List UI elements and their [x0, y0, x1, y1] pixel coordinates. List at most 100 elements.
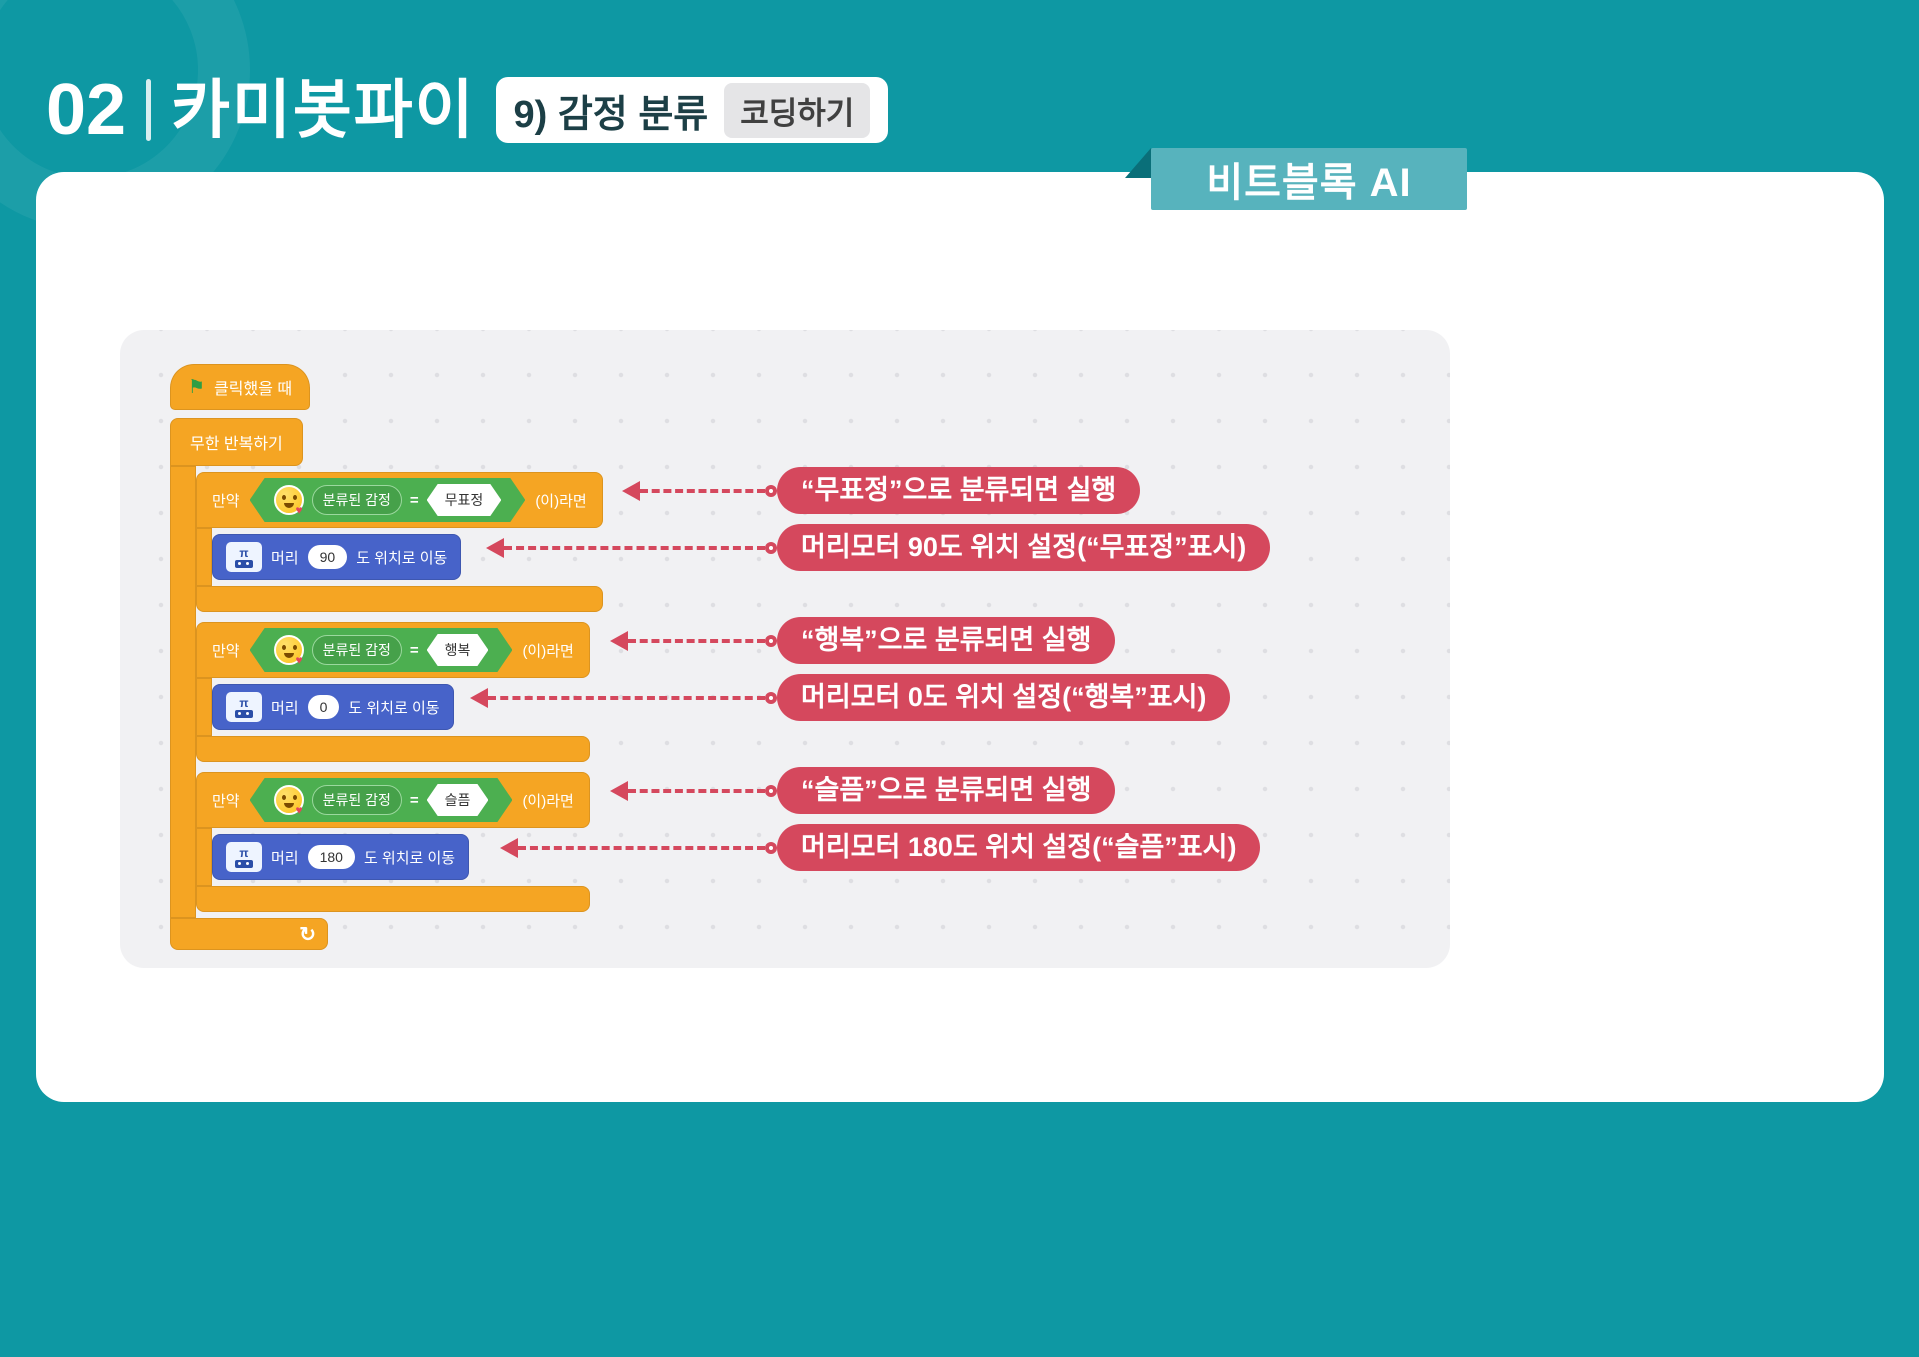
callout-label: “슬픔”으로 분류되면 실행	[777, 767, 1116, 815]
if-block-neutral[interactable]: 만약 분류된 감정 = 무표정 (이)라면	[196, 472, 603, 612]
equals-operator: =	[409, 641, 419, 659]
kamibot-motor-icon: π	[226, 842, 262, 872]
emotion-value-input[interactable]: 슬픔	[427, 784, 489, 816]
emotion-emoji-icon	[274, 785, 304, 815]
motor-angle-input[interactable]: 180	[307, 845, 355, 869]
classified-emotion-reporter[interactable]: 분류된 감정	[312, 485, 402, 515]
callout-label: 머리모터 180도 위치 설정(“슬픔”표시)	[777, 824, 1261, 872]
connector-dot-icon	[765, 541, 777, 554]
dashed-connector	[504, 545, 765, 550]
header-divider	[146, 79, 152, 141]
page-title: 카미봇파이	[171, 74, 476, 146]
equals-operator: =	[409, 491, 419, 509]
block-script: ⚑ 클릭했을 때 무한 반복하기 만약 분류된 감정	[170, 364, 603, 950]
head-motor-block[interactable]: π 머리 90 도 위치로 이동	[212, 534, 462, 580]
dashed-connector	[628, 788, 765, 793]
if-suffix: (이)라면	[522, 642, 574, 660]
arrow-left-icon	[622, 480, 640, 501]
callout-motor-sad: 머리모터 180도 위치 설정(“슬픔”표시)	[500, 824, 1261, 872]
if-head[interactable]: 만약 분류된 감정 = 슬픔 (이)라면	[196, 772, 590, 828]
arrow-left-icon	[486, 537, 504, 558]
if-head[interactable]: 만약 분류된 감정 = 행복 (이)라면	[196, 622, 590, 678]
if-suffix: (이)라면	[522, 792, 574, 810]
dashed-connector	[640, 488, 765, 493]
connector-dot-icon	[765, 484, 777, 497]
callout-label: “무표정”으로 분류되면 실행	[777, 467, 1141, 515]
condition-equals-block[interactable]: 분류된 감정 = 무표정	[250, 478, 526, 522]
emotion-value-input[interactable]: 무표정	[427, 484, 502, 516]
header: 02 카미봇파이 9) 감정 분류 코딩하기	[46, 70, 889, 150]
forever-spine	[170, 466, 196, 918]
lesson-badge: 코딩하기	[724, 82, 871, 138]
callout-label: 머리모터 90도 위치 설정(“무표정”표시)	[777, 524, 1271, 572]
forever-block[interactable]: 무한 반복하기 만약 분류된 감정 = 무	[170, 418, 603, 950]
callout-label: 머리모터 0도 위치 설정(“행복”표시)	[777, 674, 1231, 722]
hat-label: 클릭했을 때	[214, 381, 293, 398]
motor-angle-input[interactable]: 90	[307, 545, 348, 569]
classified-emotion-reporter[interactable]: 분류된 감정	[312, 635, 402, 665]
callout-label: “행복”으로 분류되면 실행	[777, 617, 1116, 665]
motor-label-pre: 머리	[271, 849, 299, 867]
if-spine	[196, 828, 212, 886]
chapter-number: 02	[46, 70, 127, 150]
callout-motor-neutral: 머리모터 90도 위치 설정(“무표정”표시)	[486, 524, 1271, 572]
forever-foot: ↻	[170, 918, 328, 950]
head-motor-block[interactable]: π 머리 0 도 위치로 이동	[212, 684, 454, 730]
kamibot-motor-icon: π	[226, 692, 262, 722]
callout-motor-happy: 머리모터 0도 위치 설정(“행복”표시)	[470, 674, 1231, 722]
motor-label-pre: 머리	[271, 549, 299, 567]
forever-label: 무한 반복하기	[170, 418, 303, 466]
motor-label-pre: 머리	[271, 699, 299, 717]
kamibot-motor-icon: π	[226, 542, 262, 572]
connector-dot-icon	[765, 634, 777, 647]
if-block-happy[interactable]: 만약 분류된 감정 = 행복 (이)라면	[196, 622, 590, 762]
emotion-value-input[interactable]: 행복	[427, 634, 489, 666]
callout-if-neutral: “무표정”으로 분류되면 실행	[622, 467, 1141, 515]
connector-dot-icon	[765, 841, 777, 854]
arrow-left-icon	[610, 780, 628, 801]
if-suffix: (이)라면	[535, 492, 587, 510]
loop-arrow-icon: ↻	[299, 923, 316, 946]
if-foot	[196, 886, 590, 912]
if-foot	[196, 586, 603, 612]
connector-dot-icon	[765, 691, 777, 704]
dashed-connector	[628, 638, 765, 643]
green-flag-icon: ⚑	[188, 376, 206, 398]
content-card: ⚑ 클릭했을 때 무한 반복하기 만약 분류된 감정	[36, 172, 1884, 1102]
head-motor-block[interactable]: π 머리 180 도 위치로 이동	[212, 834, 470, 880]
motor-label-post: 도 위치로 이동	[356, 549, 448, 567]
if-prefix: 만약	[212, 792, 240, 810]
dashed-connector	[518, 845, 765, 850]
emotion-emoji-icon	[274, 485, 304, 515]
condition-equals-block[interactable]: 분류된 감정 = 행복	[250, 628, 513, 672]
lesson-box: 9) 감정 분류 코딩하기	[495, 77, 889, 143]
if-head[interactable]: 만약 분류된 감정 = 무표정 (이)라면	[196, 472, 603, 528]
arrow-left-icon	[610, 630, 628, 651]
callout-if-sad: “슬픔”으로 분류되면 실행	[610, 767, 1116, 815]
emotion-emoji-icon	[274, 635, 304, 665]
classified-emotion-reporter[interactable]: 분류된 감정	[312, 785, 402, 815]
arrow-left-icon	[500, 837, 518, 858]
if-prefix: 만약	[212, 492, 240, 510]
motor-label-post: 도 위치로 이동	[348, 699, 440, 717]
arrow-left-icon	[470, 687, 488, 708]
lesson-title: 9) 감정 분류	[513, 93, 709, 136]
motor-label-post: 도 위치로 이동	[363, 849, 456, 867]
if-prefix: 만약	[212, 642, 240, 660]
corner-badge-label: 비트블록 AI	[1206, 161, 1412, 205]
connector-dot-icon	[765, 784, 777, 797]
block-workspace: ⚑ 클릭했을 때 무한 반복하기 만약 분류된 감정	[120, 330, 1450, 968]
when-flag-clicked-block[interactable]: ⚑ 클릭했을 때	[170, 364, 311, 410]
ribbon-fold	[1125, 148, 1151, 178]
if-foot	[196, 736, 590, 762]
dashed-connector	[488, 695, 765, 700]
if-spine	[196, 678, 212, 736]
equals-operator: =	[409, 791, 419, 809]
corner-badge: 비트블록 AI	[1125, 148, 1467, 210]
if-block-sad[interactable]: 만약 분류된 감정 = 슬픔 (이)라면	[196, 772, 590, 912]
if-spine	[196, 528, 212, 586]
motor-angle-input[interactable]: 0	[307, 695, 340, 719]
callout-if-happy: “행복”으로 분류되면 실행	[610, 617, 1116, 665]
condition-equals-block[interactable]: 분류된 감정 = 슬픔	[250, 778, 513, 822]
